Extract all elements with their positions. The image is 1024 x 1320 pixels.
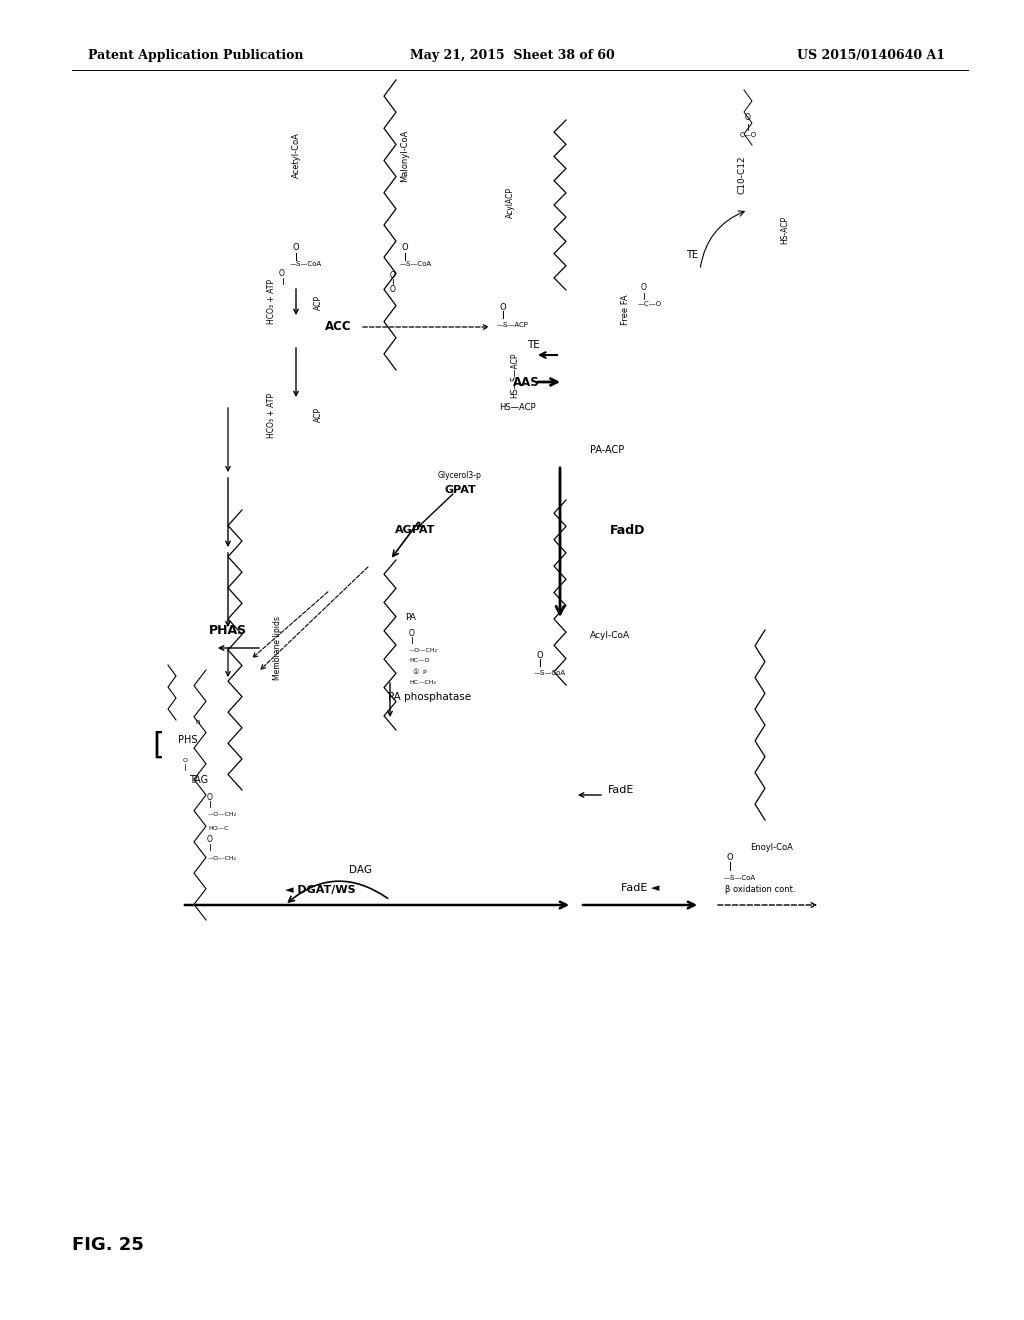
Text: n: n: [196, 719, 201, 725]
Text: ACP: ACP: [313, 408, 323, 422]
Text: HO—C: HO—C: [208, 825, 228, 830]
Text: FadE ◄: FadE ◄: [621, 883, 659, 894]
Text: TE: TE: [686, 249, 698, 260]
Text: Membrane lipids: Membrane lipids: [273, 616, 283, 680]
Text: O: O: [182, 758, 187, 763]
Text: HC—O: HC—O: [409, 659, 429, 664]
Text: C—O: C—O: [739, 132, 757, 139]
Text: PHAS: PHAS: [209, 623, 247, 636]
Text: TE: TE: [527, 341, 540, 350]
Text: β oxidation cont.: β oxidation cont.: [725, 886, 796, 895]
Text: ACC: ACC: [325, 321, 351, 334]
Text: O: O: [409, 628, 415, 638]
Text: HCO₃ + ATP: HCO₃ + ATP: [267, 280, 276, 325]
Text: Enoyl-CoA: Enoyl-CoA: [750, 843, 793, 853]
Text: Patent Application Publication: Patent Application Publication: [88, 49, 303, 62]
Text: PA: PA: [406, 614, 416, 623]
Text: O: O: [401, 243, 409, 252]
Text: FadD: FadD: [610, 524, 645, 536]
Text: PA phosphatase: PA phosphatase: [388, 692, 472, 702]
Text: —S—CoA: —S—CoA: [290, 261, 323, 267]
Text: AGPAT: AGPAT: [395, 525, 435, 535]
Text: [: [: [152, 730, 164, 759]
Text: —S—CoA: —S—CoA: [534, 671, 566, 676]
Text: —S—ACP: —S—ACP: [497, 322, 528, 327]
Text: O: O: [390, 271, 396, 280]
Text: DAG: DAG: [348, 865, 372, 875]
Text: AAS: AAS: [513, 375, 540, 388]
Text: FadE: FadE: [608, 785, 635, 795]
Text: HS—ACP: HS—ACP: [500, 404, 536, 412]
Text: ①: ①: [413, 669, 419, 675]
Text: O: O: [293, 243, 299, 252]
Text: —C—O: —C—O: [638, 301, 663, 308]
Text: Free FA: Free FA: [621, 294, 630, 325]
Text: PA-ACP: PA-ACP: [590, 445, 625, 455]
Text: O: O: [207, 792, 213, 801]
Text: HS—S—ACP: HS—S—ACP: [511, 352, 519, 397]
Text: ACP: ACP: [313, 294, 323, 309]
Text: C10-C12: C10-C12: [737, 156, 746, 194]
Text: GPAT: GPAT: [444, 484, 476, 495]
Text: —O—CH₂: —O—CH₂: [409, 648, 438, 652]
Text: O: O: [207, 836, 213, 845]
Text: Acyl-CoA: Acyl-CoA: [590, 631, 630, 639]
Text: Acetyl-CoA: Acetyl-CoA: [292, 132, 300, 178]
Text: O: O: [390, 285, 396, 293]
Text: P: P: [422, 669, 426, 675]
Text: O: O: [745, 114, 751, 123]
Text: PHS: PHS: [178, 735, 198, 744]
Text: O: O: [641, 284, 647, 293]
Text: O: O: [500, 302, 506, 312]
Text: —O—CH₂: —O—CH₂: [208, 855, 238, 861]
Text: O: O: [280, 269, 285, 279]
Text: HC—CH₂: HC—CH₂: [409, 680, 436, 685]
Text: TAG: TAG: [188, 775, 208, 785]
Text: O: O: [727, 854, 733, 862]
Text: HCO₃ + ATP: HCO₃ + ATP: [267, 392, 276, 437]
Text: FIG. 25: FIG. 25: [72, 1236, 144, 1254]
Text: Glycerol3-p: Glycerol3-p: [438, 470, 482, 479]
Text: —O—CH₂: —O—CH₂: [208, 813, 238, 817]
Text: —S—CoA: —S—CoA: [724, 875, 756, 880]
Text: O: O: [537, 651, 544, 660]
Text: —S—CoA: —S—CoA: [400, 261, 432, 267]
Text: AcylACP: AcylACP: [506, 187, 514, 218]
Text: Malonyl-CoA: Malonyl-CoA: [400, 129, 410, 182]
Text: US 2015/0140640 A1: US 2015/0140640 A1: [797, 49, 945, 62]
Text: ◄ DGAT/WS: ◄ DGAT/WS: [285, 884, 355, 895]
Text: May 21, 2015  Sheet 38 of 60: May 21, 2015 Sheet 38 of 60: [410, 49, 614, 62]
Text: HS-ACP: HS-ACP: [780, 216, 790, 244]
